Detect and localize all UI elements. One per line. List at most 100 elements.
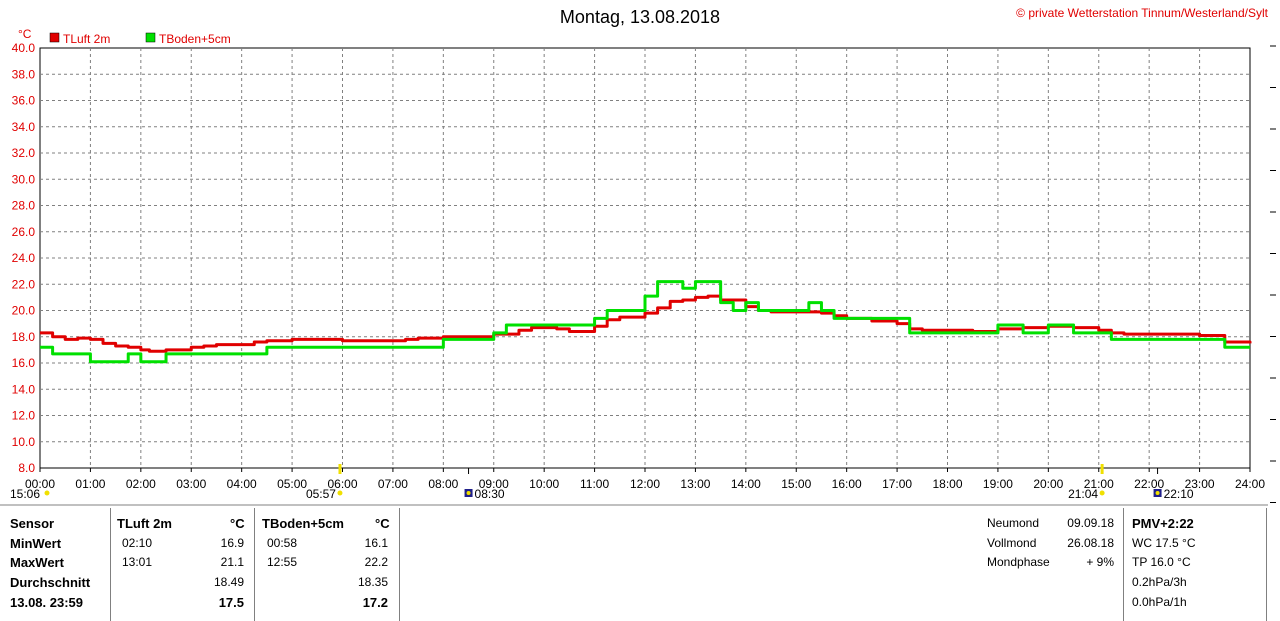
y-tick-label: 34.0 [12, 120, 36, 134]
y-unit-label: °C [18, 27, 32, 41]
moonrise-label: 08:30 [475, 487, 505, 501]
sensor1-unit: °C [230, 516, 245, 531]
sensor1-header: TLuft 2m [117, 516, 172, 531]
y-tick-label: 12.0 [12, 409, 36, 423]
sunrise-label: 05:57 [306, 487, 336, 501]
moon-value: 09.09.18 [1067, 516, 1114, 530]
divider [1123, 508, 1124, 621]
y-tick-label: 20.0 [12, 304, 36, 318]
moon-label: Neumond [987, 516, 1040, 530]
legend-label: TBoden+5cm [159, 32, 231, 46]
x-tick-label: 20:00 [1033, 477, 1063, 491]
row-value: 17.2 [362, 595, 388, 610]
x-tick-label: 19:00 [983, 477, 1013, 491]
x-tick-label: 16:00 [832, 477, 862, 491]
row-label: MinWert [10, 536, 62, 551]
row-value: 18.35 [357, 575, 388, 589]
temperature-chart: 8.0 10.0 12.0 14.0 16.0 18.0 20.0 22.0 24.0 26.0 2… [0, 27, 1276, 506]
moonset-label: 22:10 [1164, 487, 1194, 501]
sensor2-header: TBoden+5cm [262, 516, 344, 531]
x-tick-label: 06:00 [327, 477, 357, 491]
moon-label: Vollmond [987, 536, 1037, 550]
y-tick-label: 40.0 [12, 41, 36, 55]
series-line [40, 280, 1250, 364]
row-value: 17.5 [218, 595, 244, 610]
x-tick-label: 09:00 [479, 477, 509, 491]
y-tick-label: 30.0 [12, 172, 36, 186]
divider [110, 508, 111, 621]
divider [254, 508, 255, 621]
row-label: Durchschnitt [10, 575, 91, 590]
x-tick-label: 18:00 [932, 477, 962, 491]
x-tick-label: 24:00 [1235, 477, 1265, 491]
row-time: 02:10 [122, 536, 153, 550]
y-tick-label: 22.0 [12, 277, 36, 291]
pmv-line: TP 16.0 °C [1132, 555, 1191, 569]
row-value: 18.49 [213, 575, 244, 589]
divider [1266, 508, 1267, 621]
x-tick-label: 01:00 [75, 477, 105, 491]
x-tick-label: 00:00 [25, 477, 55, 491]
x-tick-label: 13:00 [680, 477, 710, 491]
x-tick-label: 17:00 [882, 477, 912, 491]
pmv-line: WC 17.5 °C [1132, 536, 1196, 550]
moonrise-icon-dot [466, 491, 471, 495]
x-tick-label: 22:00 [1134, 477, 1164, 491]
y-tick-label: 10.0 [12, 435, 36, 449]
moon-label: Mondphase [987, 555, 1050, 569]
sunrise-dot [337, 490, 343, 496]
sunset-dot [1099, 490, 1105, 496]
y-tick-label: 8.0 [18, 461, 35, 475]
row-value: 22.2 [364, 555, 388, 569]
x-tick-label: 23:00 [1185, 477, 1215, 491]
x-tick-label: 10:00 [529, 477, 559, 491]
y-tick-label: 14.0 [12, 382, 36, 396]
legend-swatch [145, 32, 156, 43]
row-value: 21.1 [220, 555, 244, 569]
y-tick-label: 16.0 [12, 356, 36, 370]
row-time: 12:55 [267, 555, 298, 569]
moonset-icon-dot [1155, 491, 1160, 495]
left-marker-label: 15:06 [10, 487, 40, 501]
pmv-title: PMV+2:22 [1132, 516, 1194, 531]
y-tick-label: 18.0 [12, 330, 36, 344]
row-time: 00:58 [267, 536, 298, 550]
x-tick-label: 03:00 [176, 477, 206, 491]
chart-title: Montag, 13.08.2018 [559, 7, 721, 27]
sensor2-unit: °C [375, 516, 390, 531]
sunset-label: 21:04 [1068, 487, 1098, 501]
y-tick-label: 36.0 [12, 94, 36, 108]
y-tick-label: 26.0 [12, 225, 36, 239]
x-tick-label: 21:00 [1084, 477, 1114, 491]
row-value: 16.9 [220, 536, 244, 550]
x-tick-label: 07:00 [378, 477, 408, 491]
row-time: 13:01 [122, 555, 153, 569]
pmv-line: 0.2hPa/3h [1132, 575, 1187, 589]
x-tick-label: 05:00 [277, 477, 307, 491]
stats-panel: Sensor TLuft 2m °C TBoden+5cm °C MinWert… [0, 508, 1280, 621]
x-tick-label: 02:00 [126, 477, 156, 491]
sensor-header: Sensor [10, 516, 55, 531]
row-label: MaxWert [10, 555, 64, 570]
y-tick-label: 28.0 [12, 199, 36, 213]
legend-swatch [49, 32, 60, 43]
x-tick-label: 04:00 [227, 477, 257, 491]
x-tick-label: 14:00 [731, 477, 761, 491]
row-label: 13.08. 23:59 [10, 595, 84, 610]
x-tick-label: 11:00 [580, 477, 609, 491]
copyright-note: © private Wetterstation Tinnum/Westerlan… [1016, 6, 1268, 20]
divider [399, 508, 400, 621]
pmv-line: 0.0hPa/1h [1132, 595, 1187, 609]
y-tick-label: 24.0 [12, 251, 36, 265]
row-value: 16.1 [364, 536, 388, 550]
x-tick-label: 12:00 [630, 477, 660, 491]
series-line [40, 294, 1252, 353]
y-tick-label: 38.0 [12, 67, 36, 81]
moon-value: + 9% [1086, 555, 1114, 569]
left-marker-dot [44, 490, 50, 496]
moon-value: 26.08.18 [1067, 536, 1114, 550]
legend-label: TLuft 2m [63, 32, 110, 46]
x-tick-label: 08:00 [428, 477, 458, 491]
y-tick-label: 32.0 [12, 146, 36, 160]
x-tick-label: 15:00 [781, 477, 811, 491]
